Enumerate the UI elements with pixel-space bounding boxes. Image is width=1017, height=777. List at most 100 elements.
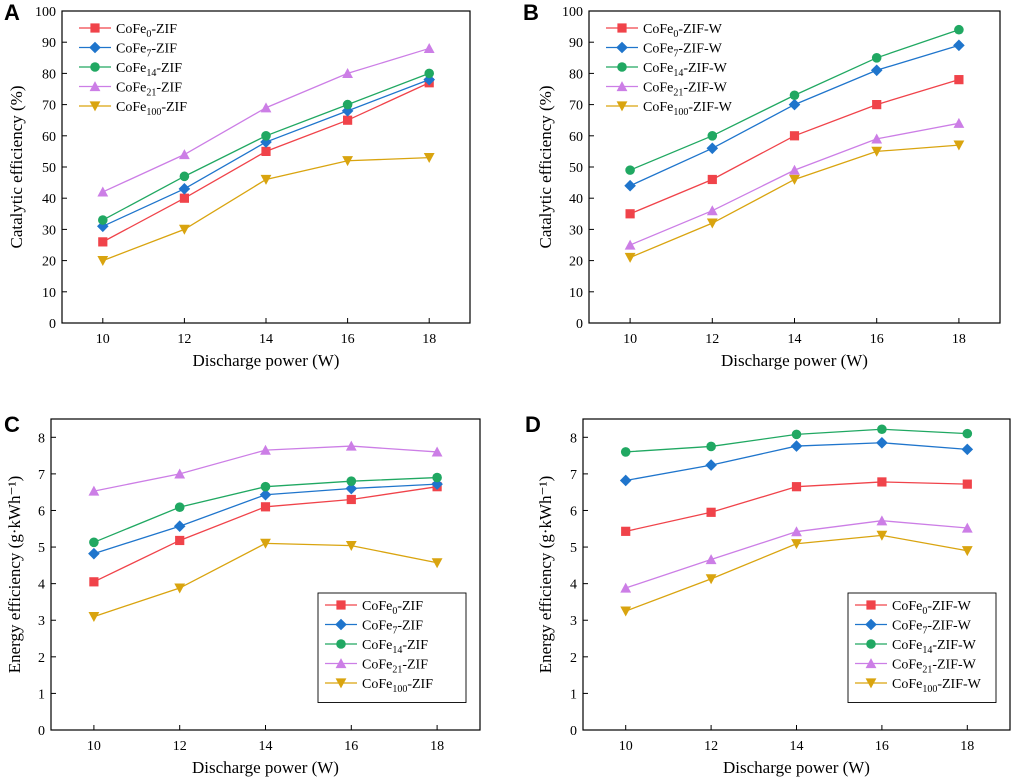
legend-label-sub: 0 bbox=[392, 606, 397, 617]
y-axis-title: Catalytic efficiency (%) bbox=[536, 86, 555, 249]
x-tick-label: 10 bbox=[619, 739, 633, 754]
legend-label: CoFe100-ZIF bbox=[116, 100, 187, 118]
legend-item: CoFe21-ZIF bbox=[79, 81, 182, 99]
data-point bbox=[260, 102, 272, 113]
series-cofe14 bbox=[620, 424, 973, 457]
legend-item: CoFe100-ZIF-W bbox=[855, 677, 982, 695]
legend-label: CoFe100-ZIF-W bbox=[643, 100, 733, 118]
legend-label-base: CoFe bbox=[116, 81, 146, 96]
data-point bbox=[89, 537, 99, 548]
data-point bbox=[953, 117, 965, 128]
legend-label-sub: 14 bbox=[392, 645, 402, 656]
data-point bbox=[423, 43, 435, 54]
data-point bbox=[345, 540, 357, 551]
legend-label-base: CoFe bbox=[362, 658, 392, 673]
legend-label-suffix: -ZIF bbox=[397, 619, 423, 634]
y-tick-label: 90 bbox=[42, 36, 56, 51]
data-point bbox=[88, 611, 100, 622]
y-tick-label: 70 bbox=[569, 99, 583, 114]
data-point bbox=[961, 546, 973, 557]
data-point bbox=[877, 424, 887, 435]
data-point bbox=[260, 481, 271, 492]
legend-item: CoFe14-ZIF bbox=[79, 61, 182, 79]
legend-label: CoFe7-ZIF bbox=[362, 619, 423, 637]
series-cofe14 bbox=[625, 24, 964, 175]
data-point bbox=[342, 99, 353, 110]
data-point bbox=[876, 530, 888, 541]
data-point bbox=[707, 174, 717, 185]
data-point bbox=[343, 115, 353, 125]
series-line bbox=[102, 156, 430, 262]
data-point bbox=[791, 429, 802, 440]
series-cofe100 bbox=[97, 153, 435, 266]
legend-marker bbox=[335, 618, 347, 631]
y-tick-label: 6 bbox=[38, 504, 45, 519]
y-axis-title: Energy efficiency (g·kWh⁻¹) bbox=[5, 476, 24, 674]
data-point bbox=[872, 100, 882, 110]
legend-marker bbox=[90, 23, 100, 33]
data-point bbox=[621, 526, 631, 536]
data-point bbox=[953, 140, 965, 151]
y-tick-label: 8 bbox=[38, 431, 45, 446]
legend-label: CoFe100-ZIF bbox=[362, 677, 433, 695]
legend-label-suffix: -ZIF-W bbox=[927, 619, 971, 634]
legend-label-sub: 100 bbox=[146, 107, 161, 118]
data-point bbox=[789, 131, 800, 141]
legend-marker bbox=[617, 23, 627, 33]
data-point bbox=[345, 482, 358, 495]
legend-marker bbox=[865, 678, 877, 689]
x-tick-label: 16 bbox=[870, 332, 884, 347]
legend-label: CoFe21-ZIF-W bbox=[892, 658, 977, 676]
y-tick-label: 0 bbox=[576, 317, 583, 332]
legend-label-sub: 7 bbox=[922, 626, 927, 637]
data-point bbox=[342, 68, 353, 78]
series-cofe14 bbox=[98, 68, 435, 225]
legend-marker bbox=[616, 81, 628, 92]
legend-label-sub: 21 bbox=[392, 665, 402, 676]
legend-label-suffix: -ZIF bbox=[402, 638, 428, 653]
legend-marker bbox=[865, 618, 877, 631]
y-axis-title: Catalytic efficiency (%) bbox=[7, 86, 26, 249]
y-tick-label: 80 bbox=[42, 67, 56, 82]
x-tick-label: 16 bbox=[341, 332, 355, 347]
x-tick-label: 16 bbox=[875, 739, 889, 754]
legend-label-base: CoFe bbox=[362, 677, 392, 692]
y-tick-label: 50 bbox=[42, 161, 56, 176]
legend-item: CoFe14-ZIF bbox=[325, 638, 428, 656]
legend-marker bbox=[89, 41, 101, 54]
x-tick-label: 10 bbox=[623, 332, 637, 347]
legend-item: CoFe21-ZIF-W bbox=[606, 81, 728, 99]
x-tick-label: 12 bbox=[173, 739, 187, 754]
data-point bbox=[789, 174, 800, 185]
x-tick-label: 18 bbox=[960, 739, 974, 754]
x-tick-label: 14 bbox=[259, 332, 273, 347]
legend-label: CoFe14-ZIF-W bbox=[892, 638, 977, 656]
legend-label-suffix: -ZIF-W bbox=[688, 100, 732, 115]
legend-label-suffix: -ZIF bbox=[402, 658, 428, 673]
y-tick-label: 2 bbox=[570, 651, 577, 666]
legend-label-base: CoFe bbox=[116, 61, 146, 76]
y-tick-label: 5 bbox=[38, 541, 45, 556]
data-point bbox=[174, 502, 185, 512]
legend-label-sub: 100 bbox=[392, 684, 407, 695]
data-point bbox=[431, 558, 443, 569]
x-tick-label: 18 bbox=[952, 332, 966, 347]
legend-marker bbox=[866, 600, 876, 610]
legend-marker bbox=[89, 101, 101, 112]
data-point bbox=[620, 606, 632, 617]
y-tick-label: 10 bbox=[569, 286, 583, 301]
legend-label-base: CoFe bbox=[643, 42, 673, 57]
data-point bbox=[179, 224, 190, 235]
data-point bbox=[260, 444, 271, 455]
legend: CoFe0-ZIF-WCoFe7-ZIF-WCoFe14-ZIF-WCoFe21… bbox=[847, 592, 997, 703]
data-point bbox=[179, 171, 190, 182]
data-point bbox=[260, 538, 271, 549]
data-point bbox=[706, 218, 718, 229]
legend-label-sub: 14 bbox=[922, 645, 932, 656]
data-point bbox=[870, 64, 883, 77]
x-axis-title: Discharge power (W) bbox=[192, 758, 339, 777]
series-cofe0 bbox=[89, 482, 442, 587]
data-point bbox=[173, 520, 186, 533]
x-tick-label: 12 bbox=[177, 332, 191, 347]
